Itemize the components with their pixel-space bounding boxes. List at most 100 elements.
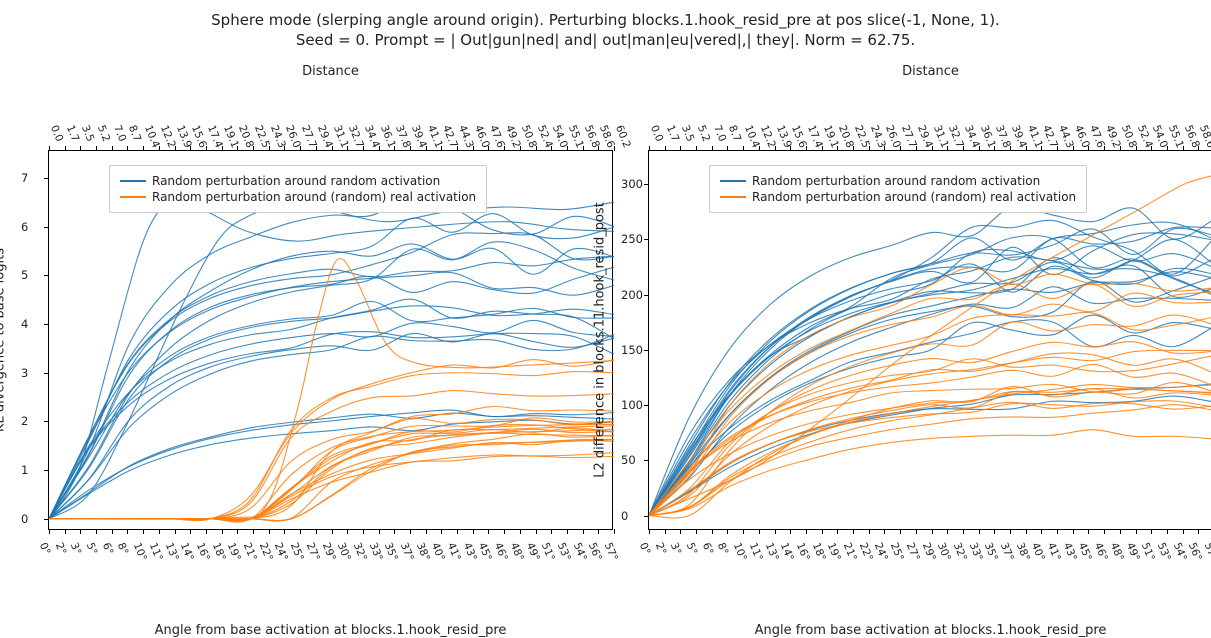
bottom-tick-label: 3° [68, 541, 84, 557]
bottom-tick-label: 57° [1202, 541, 1211, 563]
panel-right-plot-area[interactable]: 0 50 100 150 200 250 300 Random perturbation a… [648, 150, 1211, 530]
bottom-tick-label: 32° [351, 541, 369, 563]
legend-row-random-activation[interactable]: Random perturbation around random activa… [120, 174, 476, 188]
bottom-tick-label: 41° [1045, 541, 1063, 563]
top-tick-label: 5.2 [95, 124, 112, 144]
top-tick-label: 3.5 [79, 124, 96, 144]
bottom-tick-label: 48° [1108, 541, 1126, 563]
top-tick-label: 8.7 [126, 124, 143, 144]
data-line [649, 320, 1211, 516]
panel-right: Distance 0.0 1.7 3.5 5.2 7.0 8.7 10.4 12.2 13.9 1… [648, 150, 1211, 530]
panel-left-bottom-ticks: 0° 2° 3° 5° 6° 8° 10° 11° 13° 14° 16° 18° 19° 21° 22° 2… [48, 535, 613, 590]
data-line [49, 306, 614, 519]
legend-row-real-activation[interactable]: Random perturbation around (random) real… [120, 190, 476, 204]
bottom-tick-label: 27° [304, 541, 322, 563]
bottom-tick-label: 11° [147, 541, 165, 563]
suptitle: Sphere mode (slerping angle around origi… [0, 10, 1211, 51]
bottom-tick-label: 30° [935, 541, 953, 563]
bottom-tick-label: 10° [131, 541, 149, 563]
legend-label-blue: Random perturbation around random activa… [752, 174, 1040, 188]
bottom-tick-label: 0° [37, 541, 53, 557]
bottom-tick-label: 30° [335, 541, 353, 563]
legend-swatch-blue [720, 180, 746, 182]
y-tick-label: 5 [21, 268, 28, 282]
legend-swatch-orange [720, 196, 746, 198]
bottom-tick-label: 51° [539, 541, 557, 563]
legend-swatch-blue [120, 180, 146, 182]
data-line [649, 342, 1211, 516]
y-tick-label: 4 [21, 317, 28, 331]
y-tick-label: 100 [621, 398, 643, 412]
bottom-tick-label: 5° [84, 541, 100, 557]
data-line [649, 385, 1211, 516]
data-line [49, 420, 614, 519]
bottom-tick-label: 27° [904, 541, 922, 563]
panel-right-legend[interactable]: Random perturbation around random activa… [709, 165, 1087, 213]
legend-label-blue: Random perturbation around random activa… [152, 174, 440, 188]
data-line [49, 372, 614, 521]
y-tick-label: 300 [621, 177, 643, 191]
bottom-tick-label: 11° [747, 541, 765, 563]
y-tick-label: 2 [21, 414, 28, 428]
panel-left-xaxis-label: Angle from base activation at blocks.1.h… [48, 623, 613, 638]
top-tick-label: 0.0 [648, 124, 665, 144]
y-tick-label: 250 [621, 232, 643, 246]
bottom-tick-label: 16° [194, 541, 212, 563]
bottom-tick-label: 8° [715, 541, 731, 557]
bottom-tick-label: 10° [731, 541, 749, 563]
legend-row-real-activation[interactable]: Random perturbation around (random) real… [720, 190, 1076, 204]
panel-left-yaxis-label: KL divergence to base logits [0, 248, 8, 432]
legend-label-orange: Random perturbation around (random) real… [152, 190, 476, 204]
y-tick-label: 0 [621, 509, 628, 523]
bottom-tick-label: 32° [951, 541, 969, 563]
legend-label-orange: Random perturbation around (random) real… [752, 190, 1076, 204]
data-line [649, 384, 1211, 515]
y-tick-label: 3 [21, 366, 28, 380]
bottom-tick-label: 46° [1092, 541, 1110, 563]
bottom-tick-label: 2° [653, 541, 669, 557]
top-tick-label: 7.0 [711, 124, 728, 144]
data-line [649, 430, 1211, 516]
panel-left-plot-area[interactable]: 0 1 2 3 4 5 6 7 Random perturbation around rand… [48, 150, 613, 530]
legend-row-random-activation[interactable]: Random perturbation around random activa… [720, 174, 1076, 188]
suptitle-line2: Seed = 0. Prompt = | Out|gun|ned| and| o… [0, 30, 1211, 50]
data-line [49, 259, 614, 520]
panel-right-xaxis-label: Angle from base activation at blocks.1.h… [648, 623, 1211, 638]
data-line [49, 453, 614, 521]
bottom-tick-label: 8° [115, 541, 131, 557]
bottom-tick-label: 2° [53, 541, 69, 557]
y-tick-label: 200 [621, 288, 643, 302]
bottom-tick-label: 25° [888, 541, 906, 563]
panel-right-top-ticks: 0.0 1.7 3.5 5.2 7.0 8.7 10.4 12.2 13.9 15.6 17.4 19… [648, 74, 1211, 134]
panel-left-legend[interactable]: Random perturbation around random activa… [109, 165, 487, 213]
bottom-tick-mark [614, 529, 615, 534]
data-line [649, 284, 1211, 515]
bottom-tick-label: 6° [700, 541, 716, 557]
y-tick-label: 7 [21, 171, 28, 185]
data-line [49, 410, 614, 519]
suptitle-line1: Sphere mode (slerping angle around origi… [0, 10, 1211, 30]
bottom-tick-label: 46° [492, 541, 510, 563]
panel-left: Distance 0.0 1.7 3.5 5.2 7.0 8.7 10.4 12.2 13.9 1… [48, 150, 613, 530]
bottom-tick-label: 57° [602, 541, 620, 563]
data-line [49, 440, 614, 521]
bottom-tick-label: 41° [445, 541, 463, 563]
bottom-tick-label: 21° [241, 541, 259, 563]
top-tick-label: 8.7 [726, 124, 743, 144]
top-tick-label: 0.0 [48, 124, 65, 144]
bottom-tick-label: 21° [841, 541, 859, 563]
data-line [49, 425, 614, 521]
bottom-tick-label: 3° [668, 541, 684, 557]
panel-right-yaxis-label: L2 difference in blocks.11.hook_resid_po… [593, 202, 608, 478]
panel-left-top-ticks: 0.0 1.7 3.5 5.2 7.0 8.7 10.4 12.2 13.9 15.6 17.4 19… [48, 74, 613, 134]
bottom-tick-label: 51° [1139, 541, 1157, 563]
bottom-tick-label: 25° [288, 541, 306, 563]
data-line [649, 222, 1211, 515]
y-tick-label: 50 [621, 453, 636, 467]
top-tick-label: 7.0 [111, 124, 128, 144]
bottom-tick-label: 5° [684, 541, 700, 557]
bottom-tick-label: 16° [794, 541, 812, 563]
bottom-tick-label: 37° [398, 541, 416, 563]
top-tick-mark [614, 146, 615, 151]
bottom-tick-label: 6° [100, 541, 116, 557]
